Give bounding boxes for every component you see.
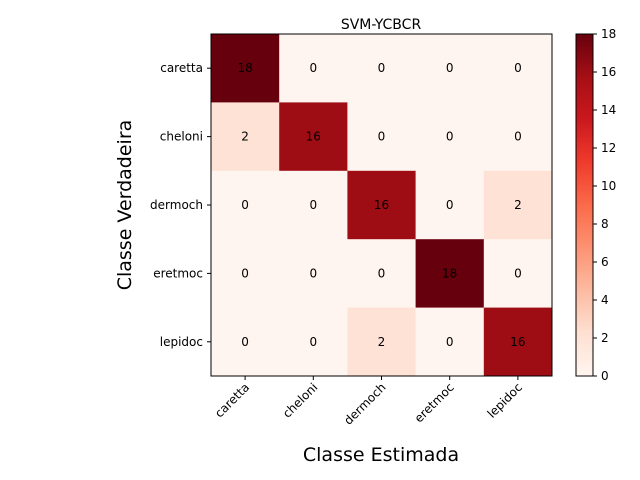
heatmap-cell [483, 102, 553, 172]
y-tick-label: dermoch [150, 198, 203, 212]
heatmap-cell [347, 239, 417, 309]
heatmap-cell [279, 102, 348, 172]
cell-value-label: 0 [514, 266, 522, 280]
heatmap-cell [211, 34, 280, 103]
heatmap-cell [415, 239, 485, 309]
cell-value-label: 18 [442, 266, 457, 280]
colorbar-tick-label: 12 [601, 141, 616, 155]
colorbar-tick-label: 16 [601, 65, 616, 79]
cell-value-label: 0 [309, 266, 317, 280]
colorbar-ticks: 0 2 4 6 8 10 12 14 16 18 [593, 27, 616, 383]
heatmap-cell [483, 307, 553, 377]
heatmap-cell [415, 34, 485, 103]
colorbar-tick-label: 8 [601, 217, 609, 231]
cell-value-label: 0 [378, 266, 386, 280]
heatmap-cell [415, 102, 485, 172]
cell-value-label: 2 [241, 130, 249, 144]
cell-value-label: 0 [378, 61, 386, 75]
colorbar [575, 33, 594, 377]
cell-value-label: 0 [241, 266, 249, 280]
cell-value-label: 2 [378, 335, 386, 349]
heatmap-cell [279, 239, 348, 309]
cell-value-label: 0 [309, 61, 317, 75]
heatmap-cells [211, 34, 553, 377]
heatmap-cell [211, 170, 280, 240]
cell-value-labels: 18 0 0 0 0 2 16 0 0 0 0 0 16 0 2 0 0 0 18 0 0 0 2 0 16 [237, 61, 525, 349]
colorbar-tick-label: 0 [601, 369, 609, 383]
cell-value-label: 0 [378, 130, 386, 144]
colorbar-tick-label: 14 [601, 103, 616, 117]
heatmap-cell [347, 170, 417, 240]
cell-value-label: 2 [514, 198, 522, 212]
cell-value-label: 0 [241, 335, 249, 349]
cell-value-label: 0 [446, 198, 454, 212]
heatmap-cell [483, 239, 553, 309]
heatmap-cell [483, 34, 553, 103]
heatmap-cell [279, 34, 348, 103]
x-axis-label: Classe Estimada [303, 444, 459, 466]
heatmap-cell [483, 170, 553, 240]
y-tick-label: lepidoc [160, 335, 203, 349]
colorbar-tick-label: 4 [601, 293, 609, 307]
cell-value-label: 16 [306, 130, 321, 144]
cell-value-label: 0 [446, 130, 454, 144]
y-tick-label: cheloni [160, 130, 203, 144]
cell-value-label: 0 [514, 130, 522, 144]
heatmap-cell [347, 34, 417, 103]
colorbar-tick-label: 18 [601, 27, 616, 41]
heatmap-cell [279, 307, 348, 377]
heatmap-cell [415, 307, 485, 377]
cell-value-label: 0 [309, 198, 317, 212]
cell-value-label: 0 [446, 335, 454, 349]
cell-value-label: 0 [309, 335, 317, 349]
cell-value-label: 16 [374, 198, 389, 212]
heatmap-cell [347, 102, 417, 172]
heatmap-cell [415, 170, 485, 240]
y-tick-label: eretmoc [153, 266, 203, 280]
cell-value-label: 0 [514, 61, 522, 75]
heatmap-cell [211, 239, 280, 309]
cell-value-label: 16 [510, 335, 525, 349]
heatmap-cell [279, 170, 348, 240]
cell-value-label: 0 [446, 61, 454, 75]
heatmap-cell [211, 102, 280, 172]
y-axis-label: Classe Verdadeira [114, 120, 136, 291]
colorbar-tick-label: 6 [601, 255, 609, 269]
heatmap-cell [211, 307, 280, 377]
chart-title: SVM-YCBCR [341, 17, 422, 33]
y-axis-ticks: caretta cheloni dermoch eretmoc lepidoc [150, 61, 211, 349]
y-tick-label: caretta [160, 61, 203, 75]
cell-value-label: 0 [241, 198, 249, 212]
colorbar-tick-label: 10 [601, 179, 616, 193]
cell-value-label: 18 [237, 61, 252, 75]
colorbar-tick-label: 2 [601, 331, 609, 345]
heatmap-cell [347, 307, 417, 377]
